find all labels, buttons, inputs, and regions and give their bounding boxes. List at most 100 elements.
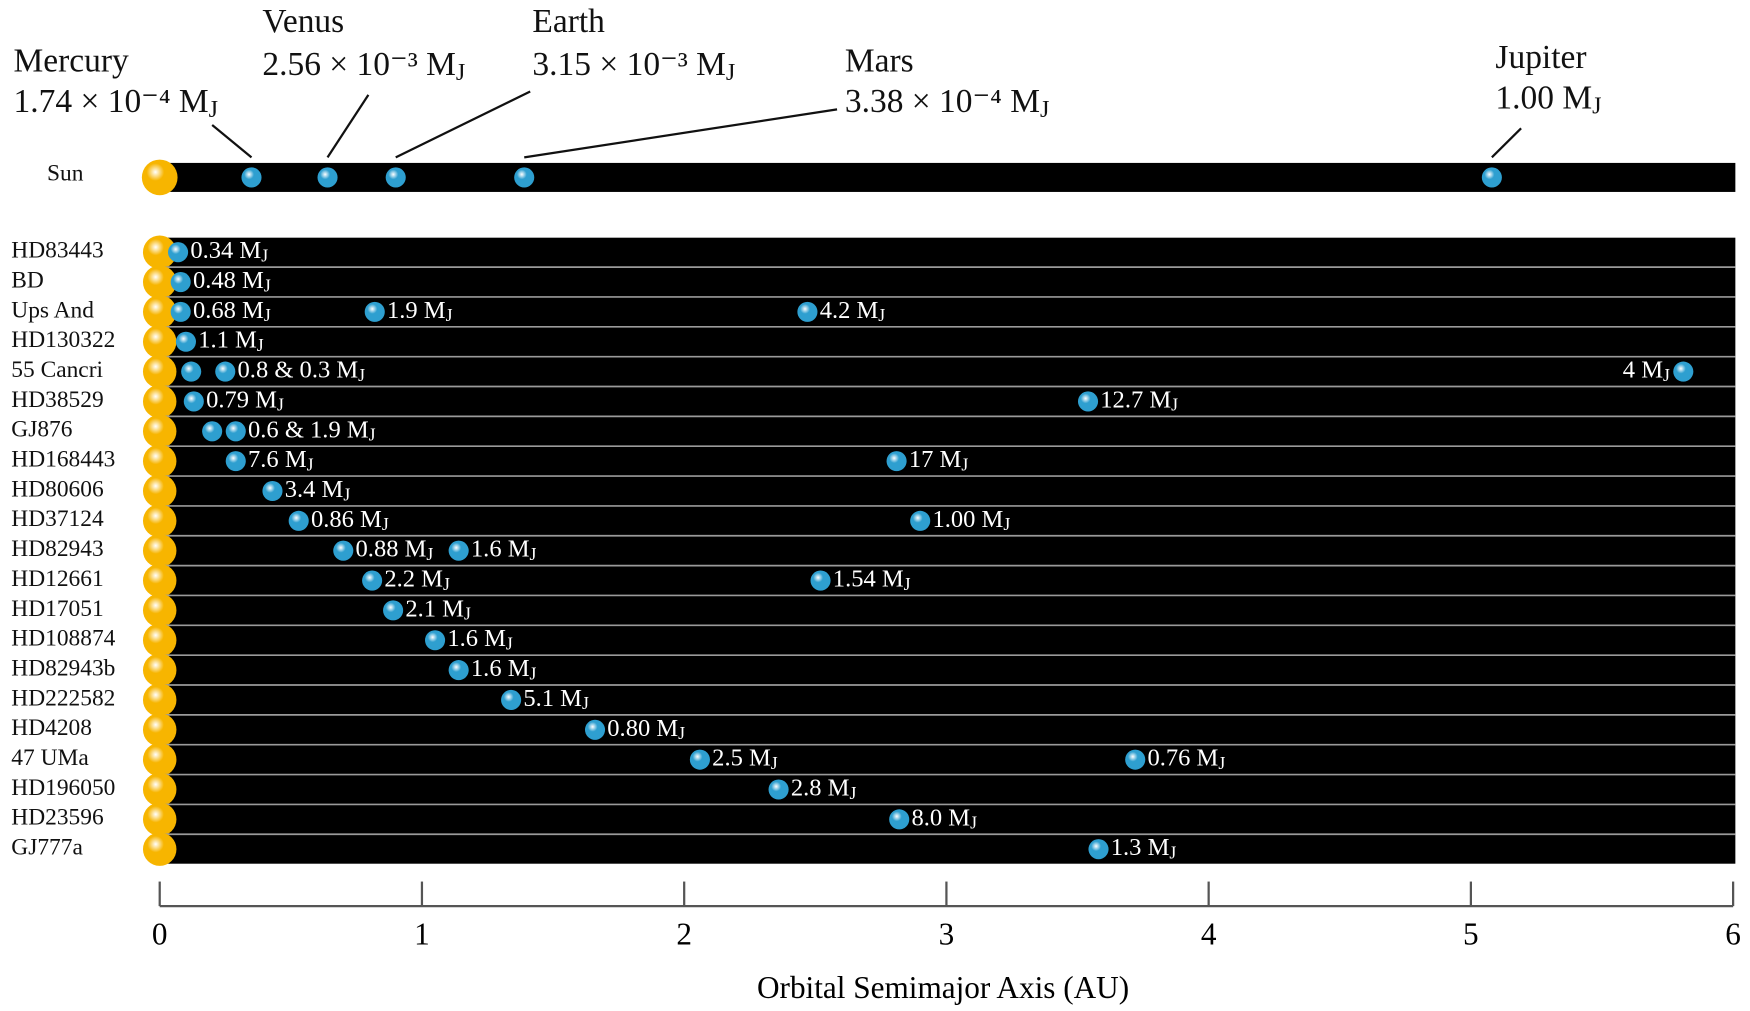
mass-label: 1.1 MJ	[198, 326, 264, 355]
planet	[1673, 361, 1694, 382]
x-tick-label: 0	[152, 917, 168, 952]
star	[142, 504, 177, 538]
row-label: HD168443	[11, 447, 115, 473]
x-tick-label: 2	[676, 917, 692, 952]
mass-label: 1.00 MJ	[932, 505, 1010, 534]
planet	[225, 451, 246, 472]
mass-label: 2.1 MJ	[405, 595, 471, 624]
mass-label: 0.6 & 1.9 MJ	[248, 416, 376, 445]
star	[142, 474, 177, 508]
row-label: GJ876	[11, 417, 72, 443]
planet	[364, 301, 385, 322]
planet	[225, 421, 246, 442]
mass-label: 0.8 & 0.3 MJ	[238, 356, 366, 385]
star	[142, 563, 177, 598]
planet-mass: 3.38 × 10⁻⁴ MJ	[845, 82, 1050, 122]
row-label: HD23596	[11, 805, 104, 831]
orbit-band	[159, 162, 1736, 192]
star	[142, 325, 177, 359]
mass-label: 1.3 MJ	[1111, 834, 1177, 863]
star	[142, 802, 177, 837]
mass-label: 7.6 MJ	[248, 446, 314, 475]
planet	[383, 600, 404, 621]
planet	[333, 540, 354, 561]
row-label: HD82943b	[11, 655, 115, 681]
mass-label: 8.0 MJ	[911, 804, 977, 833]
row-label: BD	[11, 267, 44, 293]
star	[142, 593, 177, 628]
mass-label: 0.76 MJ	[1148, 744, 1226, 773]
mass-label: 1.54 MJ	[833, 565, 911, 594]
planet	[241, 167, 262, 188]
mass-label: 0.34 MJ	[190, 237, 268, 266]
mass-label: 1.6 MJ	[447, 625, 513, 654]
mass-label: 17 MJ	[909, 446, 968, 475]
planet-name: Venus	[262, 3, 344, 40]
planet	[768, 779, 789, 800]
mass-label: 0.86 MJ	[311, 505, 389, 534]
star	[142, 235, 177, 269]
star	[142, 354, 177, 389]
planet	[1481, 167, 1502, 188]
star	[142, 683, 177, 717]
row-label: HD80606	[11, 476, 104, 502]
planet	[1077, 391, 1099, 412]
planet-mass: 3.15 × 10⁻³ MJ	[532, 46, 735, 86]
mass-label: 5.1 MJ	[523, 685, 589, 714]
row-label: HD222582	[11, 685, 115, 711]
mass-label: 2.8 MJ	[791, 774, 857, 803]
star	[142, 653, 177, 687]
planet	[514, 167, 535, 188]
star	[142, 265, 177, 299]
leader-line	[1491, 127, 1522, 159]
mass-label: 0.80 MJ	[607, 714, 685, 743]
mass-label: 0.68 MJ	[193, 297, 271, 326]
planet-name: Earth	[532, 3, 605, 40]
row-label: HD108874	[11, 626, 115, 652]
row-label: Sun	[47, 161, 84, 187]
planet	[181, 361, 202, 382]
planet	[170, 271, 191, 293]
mass-label: 1.9 MJ	[387, 297, 453, 326]
mass-label: 12.7 MJ	[1100, 386, 1178, 415]
star	[141, 159, 178, 196]
row-label: HD12661	[11, 566, 103, 592]
planet-mass: 1.00 MJ	[1495, 79, 1601, 119]
row-label: HD38529	[11, 387, 103, 413]
planet-name: Jupiter	[1495, 39, 1586, 76]
mass-label: 1.6 MJ	[471, 535, 537, 564]
planet	[168, 242, 189, 263]
planet	[262, 480, 283, 502]
mass-label: 0.48 MJ	[193, 267, 271, 296]
planet	[1125, 749, 1146, 770]
x-axis-label: Orbital Semimajor Axis (AU)	[757, 970, 1129, 1005]
orbit-band	[159, 237, 1736, 864]
mass-label: 2.5 MJ	[712, 744, 778, 773]
planet-mass: 2.56 × 10⁻³ MJ	[262, 46, 465, 86]
row-label: HD130322	[11, 327, 115, 353]
row-label: HD37124	[11, 506, 104, 532]
planet-mass: 1.74 × 10⁻⁴ MJ	[14, 82, 219, 122]
planet	[448, 540, 469, 561]
planet	[448, 660, 469, 681]
planet	[1088, 839, 1109, 860]
star	[142, 384, 177, 419]
star	[142, 414, 177, 449]
planet	[910, 510, 931, 531]
star	[142, 623, 177, 657]
planet	[889, 809, 910, 830]
star	[142, 295, 177, 329]
x-tick-label: 3	[939, 917, 955, 952]
mass-label: 4.2 MJ	[820, 297, 886, 326]
planet	[362, 570, 383, 591]
row-label: Ups And	[11, 297, 94, 323]
mass-label: 0.79 MJ	[206, 386, 284, 415]
mass-label: 3.4 MJ	[285, 476, 351, 505]
mass-label: 0.88 MJ	[356, 535, 434, 564]
star	[142, 533, 177, 568]
planet	[385, 167, 406, 188]
leader-line	[524, 108, 838, 159]
planet	[215, 361, 236, 382]
leader-line	[326, 94, 370, 158]
